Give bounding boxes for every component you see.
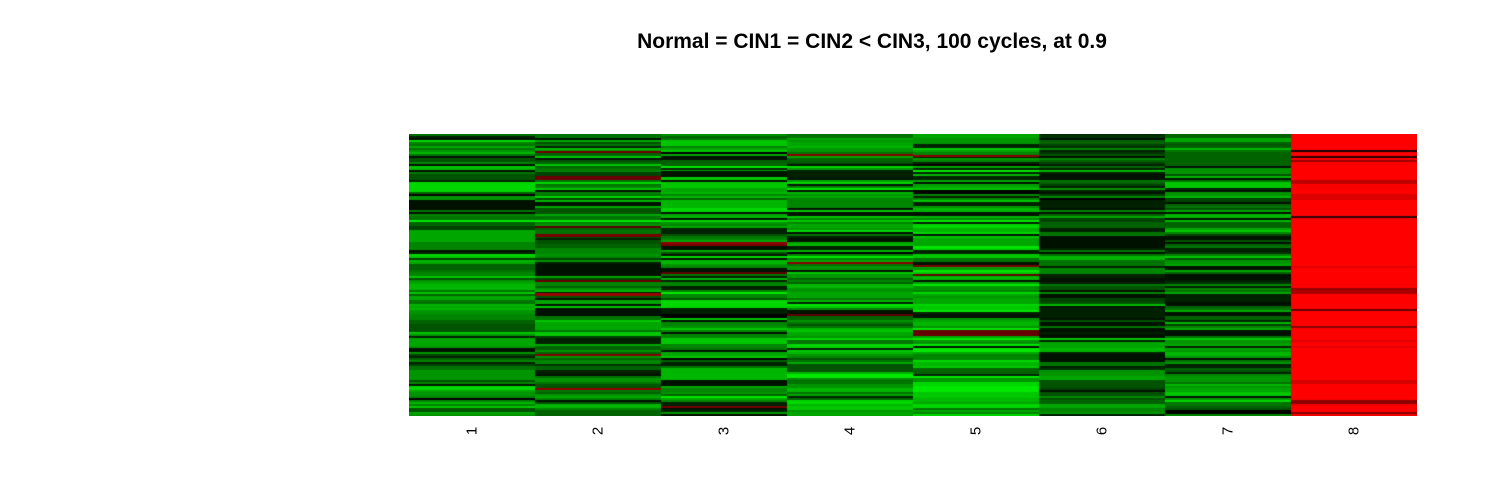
column-label-4: 4 (841, 426, 859, 436)
chart-title: Normal = CIN1 = CIN2 < CIN3, 100 cycles,… (637, 30, 1107, 53)
column-label-3: 3 (715, 426, 733, 436)
column-label-2: 2 (589, 426, 607, 436)
column-label-1: 1 (463, 426, 481, 436)
column-label-8: 8 (1345, 426, 1363, 436)
column-label-7: 7 (1219, 426, 1237, 436)
column-label-5: 5 (967, 426, 985, 436)
column-label-6: 6 (1093, 426, 1111, 436)
heatmap-canvas (409, 134, 1417, 416)
